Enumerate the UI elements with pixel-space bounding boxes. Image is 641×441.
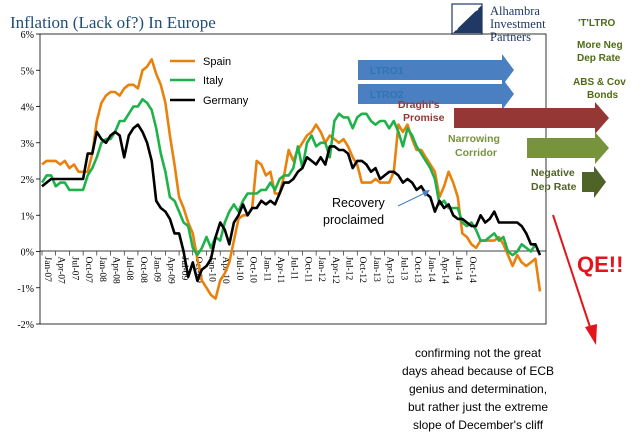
y-tick-label: 4%: [21, 103, 34, 114]
y-tick-label: 0%: [21, 248, 34, 259]
x-tick-label: Jul-13: [398, 257, 408, 281]
x-tick-label: Jul-12: [344, 257, 354, 281]
x-tick-label: Jan-10: [206, 257, 216, 283]
ltro1-label: LTRO1: [370, 65, 404, 77]
y-tick-label: -1%: [17, 284, 34, 295]
logo-line1: Alhambra: [490, 4, 540, 18]
logo-line2: Investment: [490, 17, 546, 31]
legend-label-germany: Germany: [203, 95, 249, 107]
x-tick-label: Oct-13: [412, 257, 422, 284]
x-tick-label: Jan-12: [316, 257, 326, 283]
series-lines: [40, 58, 542, 300]
x-tick-label: Oct-10: [248, 257, 258, 284]
more-neg-label-line2: Dep Rate: [577, 53, 621, 64]
x-tick-label: Oct-12: [357, 257, 367, 284]
abs-label-line2: Bonds: [587, 90, 619, 101]
x-tick-label: Jul-09: [179, 257, 189, 281]
x-tick-label: Jul-10: [234, 257, 244, 281]
narrowing-label-line2: Corridor: [455, 147, 497, 159]
x-tick-label: Oct-11: [302, 257, 312, 283]
x-tick-label: Jul-11: [289, 257, 299, 281]
logo-line3: Partners: [490, 30, 531, 44]
commentary: confirming not the great days ahead becau…: [402, 346, 554, 432]
x-tick-label: Apr-12: [330, 257, 340, 284]
x-tick-label: Jan-14: [426, 257, 436, 283]
legend: Spain Italy Germany: [170, 56, 249, 107]
recovery-label-line2: proclaimed: [323, 213, 384, 227]
y-tick-label: 5%: [21, 66, 34, 77]
x-tick-label: Jan-11: [261, 257, 271, 282]
x-axis: Jan-07 Apr-07 Jul-07 Oct-07 Jan-08 Apr-08 Jul-…: [41, 251, 477, 284]
x-tick-label: Oct-08: [138, 257, 148, 284]
x-tick-label: Jul-08: [124, 257, 134, 281]
chart-title: Inflation (Lack of?) In Europe: [10, 13, 216, 32]
x-tick-label: Apr-13: [385, 257, 395, 284]
series-line-spain: [41, 58, 542, 300]
y-tick-label: 2%: [21, 175, 34, 186]
y-axis: 6% 5% 4% 3% 2% 1% 0% -1% -2%: [17, 30, 40, 331]
commentary-line: genius and determination,: [409, 382, 547, 396]
draghi-label-line1: Draghi's: [398, 99, 440, 111]
y-tick-label: 3%: [21, 139, 34, 150]
x-tick-label: Jul-07: [69, 257, 79, 281]
draghi-arrow: Draghi's Promise: [398, 99, 609, 134]
narrowing-label-line1: Narrowing: [448, 133, 500, 145]
x-tick-label: Apr-11: [275, 257, 285, 284]
x-tick-label: Apr-09: [165, 257, 175, 284]
x-tick-label: Apr-07: [56, 257, 66, 284]
logo: Alhambra Investment Partners: [451, 3, 546, 44]
x-tick-label: Oct-09: [193, 257, 203, 284]
narrowing-arrow: Narrowing Corridor: [448, 132, 609, 164]
y-tick-label: 6%: [21, 30, 34, 41]
ltro1-arrow: LTRO1: [358, 54, 514, 86]
more-neg-label-line1: More Neg: [577, 40, 623, 51]
negative-label-line1: Negative: [531, 167, 575, 179]
x-tick-label: Jan-07: [42, 257, 52, 283]
y-tick-label: 1%: [21, 211, 34, 222]
x-tick-label: Jan-09: [152, 257, 162, 283]
ltro2-label: LTRO2: [370, 89, 404, 101]
abs-label-line1: ABS & Cov: [573, 77, 626, 88]
recovery-label-line1: Recovery: [332, 196, 386, 210]
x-tick-label: Apr-08: [111, 257, 121, 284]
qe-label: QE!!: [577, 252, 623, 277]
negative-rate-arrow: Negative Dep Rate: [531, 166, 606, 198]
x-tick-label: Apr-14: [439, 257, 449, 284]
x-tick-label: Jan-13: [371, 257, 381, 283]
qe-arrow: [552, 214, 597, 345]
commentary-line: but rather just the extreme: [408, 400, 548, 414]
commentary-line: slope of December's cliff: [413, 418, 544, 432]
ltro2-arrow: LTRO2: [358, 78, 514, 110]
x-tick-label: Oct-07: [83, 257, 93, 284]
x-tick-label: Jul-14: [453, 257, 463, 281]
x-tick-label: Jan-08: [97, 257, 107, 283]
series-line-italy: [40, 98, 537, 257]
x-tick-label: Oct-14: [467, 257, 477, 284]
negative-label-line2: Dep Rate: [531, 181, 577, 193]
recovery-pointer: [397, 190, 430, 207]
y-tick-label: -2%: [17, 320, 34, 331]
tltro-label: 'T'LTRO: [578, 18, 616, 29]
series-line-germany: [41, 123, 542, 282]
commentary-line: days ahead because of ECB: [402, 364, 554, 378]
legend-label-spain: Spain: [203, 56, 231, 68]
legend-label-italy: Italy: [203, 75, 224, 87]
commentary-line: confirming not the great: [415, 346, 542, 360]
draghi-label-line2: Promise: [403, 112, 445, 124]
